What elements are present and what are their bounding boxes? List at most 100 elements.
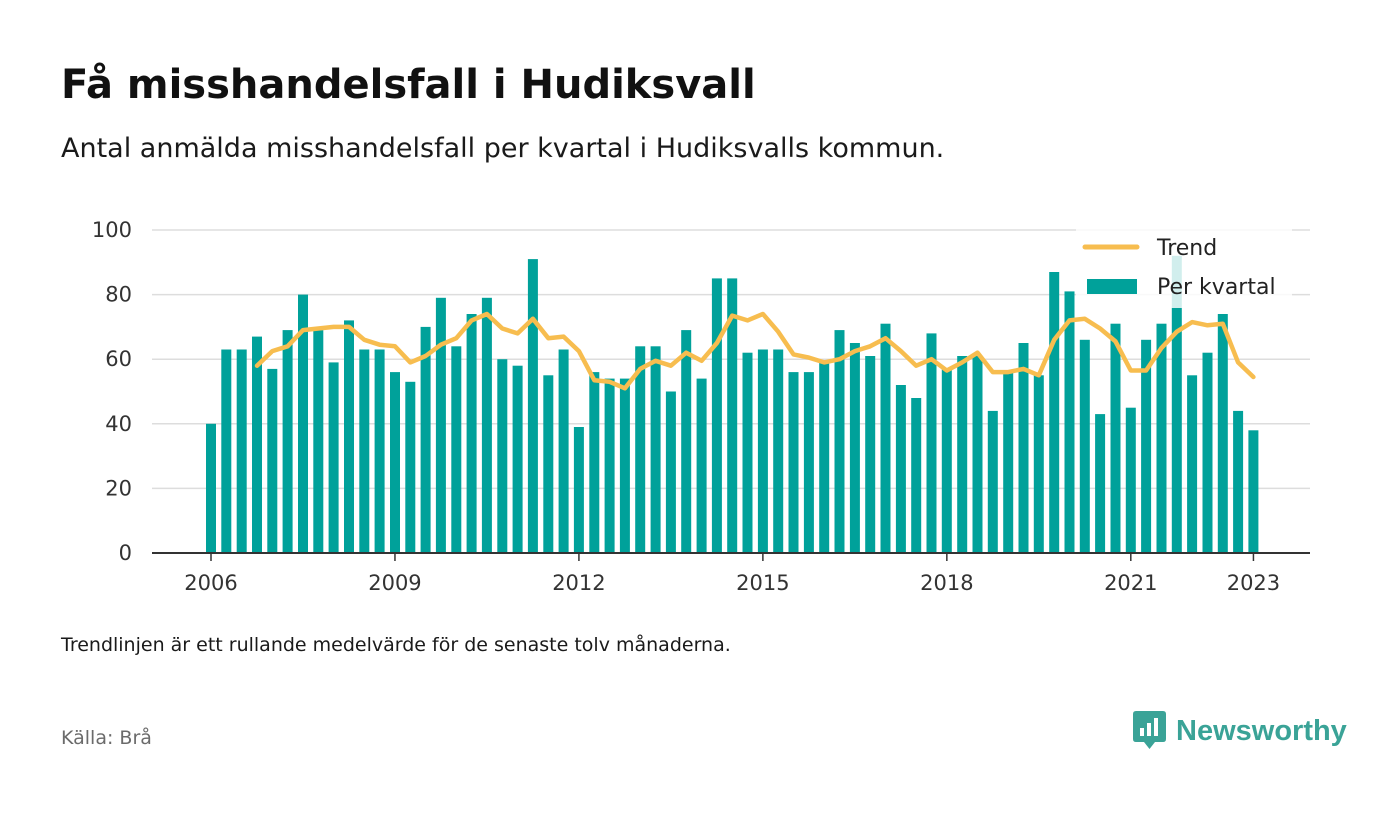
y-axis-labels: 0 20 40 60 80 100 bbox=[92, 218, 132, 565]
bar bbox=[1141, 339, 1152, 553]
y-tick-label: 60 bbox=[105, 347, 132, 371]
bar bbox=[466, 314, 477, 553]
y-tick-label: 40 bbox=[105, 412, 132, 436]
bar bbox=[1233, 410, 1244, 553]
bar bbox=[987, 410, 998, 553]
bar bbox=[481, 297, 492, 553]
newsworthy-logo-icon bbox=[1133, 711, 1166, 749]
bar bbox=[221, 349, 232, 553]
bar bbox=[911, 398, 922, 553]
legend-trend-label: Trend bbox=[1156, 236, 1217, 261]
bar bbox=[865, 356, 876, 553]
bar bbox=[420, 326, 431, 553]
bar bbox=[497, 359, 508, 553]
x-axis-labels: 2006 2009 2012 2015 2018 2021 2023 bbox=[184, 553, 1280, 595]
bar bbox=[236, 349, 247, 553]
x-tick-label: 2006 bbox=[184, 571, 237, 595]
x-tick-label: 2018 bbox=[920, 571, 973, 595]
bar bbox=[819, 362, 830, 553]
bar bbox=[573, 427, 584, 553]
bar bbox=[635, 346, 646, 553]
bar bbox=[206, 423, 216, 553]
bar bbox=[1003, 372, 1014, 553]
chart-title: Få misshandelsfall i Hudiksvall bbox=[61, 62, 756, 108]
bar bbox=[665, 391, 676, 553]
bar bbox=[696, 378, 707, 553]
x-tick-label: 2021 bbox=[1104, 571, 1157, 595]
bar bbox=[1095, 414, 1106, 553]
bar bbox=[849, 343, 860, 553]
bar bbox=[1248, 430, 1259, 553]
bar bbox=[1033, 375, 1044, 553]
trend-line bbox=[254, 311, 1256, 391]
bar bbox=[435, 297, 446, 553]
bar bbox=[803, 372, 814, 553]
bar bbox=[1156, 323, 1167, 553]
bar bbox=[880, 323, 891, 553]
x-tick-label: 2015 bbox=[736, 571, 789, 595]
bar bbox=[543, 375, 554, 553]
bar bbox=[711, 278, 722, 553]
chart: 0 20 40 60 80 100 2006 2009 2012 2015 2018 2021 202… bbox=[92, 218, 1310, 595]
y-tick-label: 0 bbox=[119, 541, 132, 565]
bar bbox=[1217, 314, 1228, 553]
source-text: Källa: Brå bbox=[61, 727, 152, 749]
trend-layer bbox=[254, 311, 1256, 391]
bar bbox=[972, 356, 983, 553]
bar bbox=[681, 330, 692, 553]
bar bbox=[298, 294, 308, 553]
bar bbox=[390, 372, 400, 553]
legend-bar-swatch bbox=[1087, 279, 1137, 294]
bar bbox=[957, 356, 968, 553]
bar bbox=[1171, 255, 1182, 554]
bar bbox=[757, 349, 768, 553]
bar bbox=[834, 330, 845, 553]
bar bbox=[895, 385, 906, 553]
bar bbox=[604, 378, 615, 553]
y-tick-label: 20 bbox=[105, 476, 132, 500]
x-tick-label: 2009 bbox=[368, 571, 421, 595]
bar bbox=[1125, 407, 1136, 553]
legend: Trend Per kvartal bbox=[1076, 226, 1292, 308]
legend-background bbox=[1076, 226, 1292, 308]
bar bbox=[589, 372, 600, 553]
bar bbox=[941, 368, 952, 553]
bar bbox=[313, 330, 324, 553]
chart-subtitle: Antal anmälda misshandelsfall per kvarta… bbox=[61, 133, 945, 164]
bar bbox=[527, 259, 538, 553]
bar bbox=[1079, 339, 1090, 553]
bar bbox=[1187, 375, 1198, 553]
bar bbox=[1064, 291, 1075, 553]
bar bbox=[252, 336, 262, 553]
brand-logo[interactable]: Newsworthy bbox=[1133, 711, 1347, 751]
bar bbox=[788, 372, 799, 553]
bar bbox=[512, 365, 523, 553]
bar bbox=[727, 278, 738, 553]
x-tick-label: 2012 bbox=[552, 571, 605, 595]
bar bbox=[282, 330, 293, 553]
bars bbox=[206, 255, 1259, 554]
bar bbox=[405, 381, 416, 553]
bar bbox=[558, 349, 569, 553]
bar bbox=[344, 320, 354, 553]
bar bbox=[650, 346, 661, 553]
bar bbox=[926, 333, 937, 553]
bar bbox=[328, 362, 339, 553]
x-tick-label: 2023 bbox=[1227, 571, 1280, 595]
bar bbox=[374, 349, 385, 553]
trend-note: Trendlinjen är ett rullande medelvärde f… bbox=[61, 634, 731, 656]
bar bbox=[619, 378, 630, 553]
bar bbox=[359, 349, 370, 553]
brand-name: Newsworthy bbox=[1176, 714, 1347, 747]
bar bbox=[267, 368, 278, 553]
bar bbox=[451, 346, 462, 553]
bar bbox=[1202, 352, 1213, 553]
bar bbox=[742, 352, 753, 553]
bar bbox=[1018, 343, 1029, 553]
y-tick-label: 80 bbox=[105, 283, 132, 307]
bar bbox=[773, 349, 784, 553]
bar bbox=[1049, 272, 1060, 553]
legend-bar-label: Per kvartal bbox=[1157, 275, 1276, 300]
y-tick-label: 100 bbox=[92, 218, 132, 242]
bar bbox=[1110, 323, 1121, 553]
